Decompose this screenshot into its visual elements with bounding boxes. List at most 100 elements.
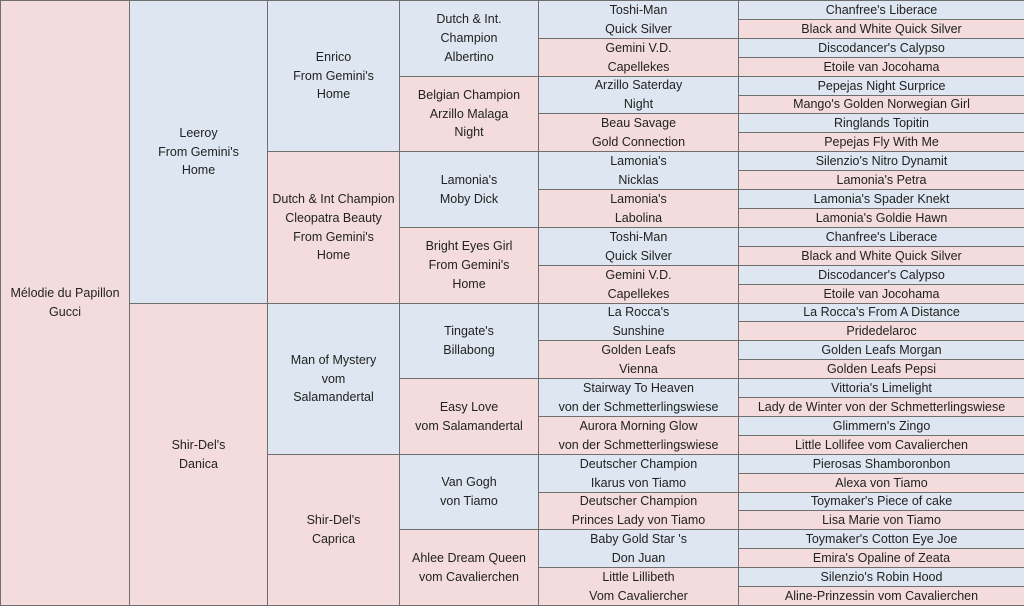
ancestor-gen3-5-line: Tingate's bbox=[444, 324, 494, 339]
ancestor-gen5-17-line: La Rocca's From A Distance bbox=[803, 305, 960, 320]
ancestor-gen3-4-line: From Gemini's bbox=[428, 258, 510, 273]
ancestor-gen1-1-line: Home bbox=[181, 163, 216, 178]
ancestor-gen2-3: Man of Mystery vom Salamandertal bbox=[267, 303, 400, 455]
ancestor-gen3-6: Easy Love vom Salamandertal bbox=[399, 378, 539, 455]
ancestor-gen4-6-line: Labolina bbox=[614, 210, 663, 225]
ancestor-gen1-1-line: Leeroy bbox=[179, 125, 218, 140]
ancestor-gen2-4-line: Shir-Del's bbox=[306, 513, 361, 528]
ancestor-gen4-11-line: Stairway To Heaven bbox=[583, 380, 694, 395]
ancestor-gen5-13: Chanfree's Liberace bbox=[738, 227, 1024, 247]
ancestor-gen3-8: Ahlee Dream Queen vom Cavalierchen bbox=[399, 529, 539, 606]
ancestor-gen3-8-line: Ahlee Dream Queen bbox=[412, 550, 526, 565]
ancestor-gen4-4-line: Gold Connection bbox=[591, 134, 686, 149]
ancestor-gen5-6-line: Mango's Golden Norwegian Girl bbox=[793, 97, 970, 112]
ancestor-gen2-1: Enrico From Gemini's Home bbox=[267, 0, 400, 152]
ancestor-gen5-30: Emira's Opaline of Zeata bbox=[738, 548, 1024, 568]
ancestor-gen5-19-line: Golden Leafs Morgan bbox=[821, 342, 942, 357]
ancestor-gen2-2-line: Cleopatra Beauty bbox=[285, 210, 382, 225]
ancestor-gen4-2-line: Capellekes bbox=[607, 59, 670, 74]
ancestor-gen5-20-line: Golden Leafs Pepsi bbox=[826, 361, 937, 376]
subject-cell: Mélodie du Papillon Gucci bbox=[0, 0, 130, 606]
ancestor-gen5-15: Discodancer's Calypso bbox=[738, 265, 1024, 285]
ancestor-gen5-1-line: Chanfree's Liberace bbox=[825, 2, 938, 17]
ancestor-gen5-27: Toymaker's Piece of cake bbox=[738, 492, 1024, 511]
ancestor-gen3-7-line: von Tiamo bbox=[440, 494, 498, 508]
ancestor-gen3-3: Lamonia's Moby Dick bbox=[399, 151, 539, 228]
ancestor-gen3-7-line: Van Gogh bbox=[441, 475, 497, 490]
ancestor-gen3-5-line: Billabong bbox=[443, 343, 495, 357]
ancestor-gen5-24: Little Lollifee vom Cavalierchen bbox=[738, 435, 1024, 455]
ancestor-gen4-2: Gemini V.D. Capellekes bbox=[538, 38, 739, 77]
ancestor-gen4-3-line: Night bbox=[623, 97, 654, 111]
ancestor-gen1-1-line: From Gemini's bbox=[158, 144, 239, 159]
subject-cell-line: Gucci bbox=[49, 305, 81, 319]
ancestor-gen4-9-line: Sunshine bbox=[612, 324, 665, 338]
ancestor-gen3-6-line: Easy Love bbox=[439, 399, 499, 414]
ancestor-gen5-9-line: Silenzio's Nitro Dynamit bbox=[815, 153, 948, 168]
ancestor-gen5-19: Golden Leafs Morgan bbox=[738, 340, 1024, 360]
ancestor-gen4-8-line: Gemini V.D. bbox=[605, 267, 672, 282]
ancestor-gen5-24-line: Little Lollifee vom Cavalierchen bbox=[794, 437, 968, 452]
subject-cell-line: Mélodie du Papillon bbox=[10, 286, 120, 301]
ancestor-gen5-26-line: Alexa von Tiamo bbox=[835, 475, 928, 490]
ancestor-gen5-10-line: Lamonia's Petra bbox=[836, 172, 927, 187]
ancestor-gen5-14: Black and White Quick Silver bbox=[738, 246, 1024, 266]
ancestor-gen4-3: Arzillo Saterday Night bbox=[538, 76, 739, 114]
ancestor-gen5-5: Pepejas Night Surprice bbox=[738, 76, 1024, 96]
ancestor-gen4-14: Deutscher Champion Princes Lady von Tiamo bbox=[538, 492, 739, 530]
ancestor-gen5-21: Vittoria's Limelight bbox=[738, 378, 1024, 398]
ancestor-gen4-10: Golden Leafs Vienna bbox=[538, 340, 739, 379]
ancestor-gen5-20: Golden Leafs Pepsi bbox=[738, 359, 1024, 379]
ancestor-gen5-28: Lisa Marie von Tiamo bbox=[738, 510, 1024, 530]
ancestor-gen3-4-line: Bright Eyes Girl bbox=[425, 239, 513, 254]
ancestor-gen4-10-line: Vienna bbox=[619, 361, 658, 376]
ancestor-gen5-21-line: Vittoria's Limelight bbox=[831, 380, 932, 395]
ancestor-gen5-32: Aline-Prinzessin vom Cavalierchen bbox=[738, 586, 1024, 606]
ancestor-gen4-3-line: Arzillo Saterday bbox=[594, 78, 683, 93]
ancestor-gen4-11: Stairway To Heaven von der Schmetterlings… bbox=[538, 378, 739, 417]
ancestor-gen4-13-line: Deutscher Champion bbox=[579, 456, 698, 471]
ancestor-gen4-14-line: Princes Lady von Tiamo bbox=[571, 513, 706, 527]
ancestor-gen3-1: Dutch & Int. Champion Albertino bbox=[399, 0, 539, 77]
ancestor-gen2-4: Shir-Del's Caprica bbox=[267, 454, 400, 606]
ancestor-gen5-7: Ringlands Topitin bbox=[738, 113, 1024, 133]
ancestor-gen5-31: Silenzio's Robin Hood bbox=[738, 567, 1024, 587]
ancestor-gen4-14-line: Deutscher Champion bbox=[579, 494, 698, 509]
ancestor-gen4-15: Baby Gold Star 's Don Juan bbox=[538, 529, 739, 568]
ancestor-gen2-3-line: Man of Mystery bbox=[290, 352, 377, 367]
ancestor-gen4-12-line: von der Schmetterlingswiese bbox=[558, 437, 719, 452]
ancestor-gen5-11: Lamonia's Spader Knekt bbox=[738, 189, 1024, 209]
ancestor-gen4-10-line: Golden Leafs bbox=[601, 342, 676, 357]
ancestor-gen3-2-line: Belgian Champion bbox=[417, 87, 521, 102]
ancestor-gen2-3-line: Salamandertal bbox=[293, 390, 374, 405]
ancestor-gen4-7: Toshi-Man Quick Silver bbox=[538, 227, 739, 266]
ancestor-gen4-6-line: Lamonia's bbox=[610, 191, 667, 206]
ancestor-gen4-8-line: Capellekes bbox=[607, 286, 670, 301]
ancestor-gen5-23: Glimmern's Zingo bbox=[738, 416, 1024, 436]
ancestor-gen4-16-line: Little Lillibeth bbox=[602, 569, 675, 584]
ancestor-gen5-30-line: Emira's Opaline of Zeata bbox=[812, 550, 951, 565]
ancestor-gen4-12-line: Aurora Morning Glow bbox=[579, 418, 698, 433]
ancestor-gen5-14-line: Black and White Quick Silver bbox=[801, 248, 962, 263]
ancestor-gen5-17: La Rocca's From A Distance bbox=[738, 303, 1024, 322]
ancestor-gen5-15-line: Discodancer's Calypso bbox=[818, 267, 945, 282]
ancestor-gen4-7-line: Quick Silver bbox=[605, 248, 672, 263]
ancestor-gen3-8-line: vom Cavalierchen bbox=[418, 569, 520, 584]
ancestor-gen5-29-line: Toymaker's Cotton Eye Joe bbox=[805, 531, 958, 546]
ancestor-gen4-16-line: Vom Cavaliercher bbox=[589, 588, 688, 603]
ancestor-gen4-2-line: Gemini V.D. bbox=[605, 40, 672, 55]
ancestor-gen2-2-line: Dutch & Int Champion bbox=[272, 191, 395, 206]
ancestor-gen1-2: Shir-Del's Danica bbox=[129, 303, 268, 606]
ancestor-gen5-16-line: Etoile van Jocohama bbox=[823, 286, 940, 301]
ancestor-gen4-9-line: La Rocca's bbox=[607, 305, 670, 320]
ancestor-gen3-1-line: Albertino bbox=[444, 49, 494, 64]
ancestor-gen5-22-line: Lady de Winter von der Schmetterlingswie… bbox=[757, 399, 1006, 414]
ancestor-gen4-4-line: Beau Savage bbox=[600, 115, 677, 130]
ancestor-gen4-1: Toshi-Man Quick Silver bbox=[538, 0, 739, 39]
ancestor-gen5-7-line: Ringlands Topitin bbox=[834, 115, 929, 130]
ancestor-gen2-3-line: vom bbox=[321, 371, 346, 386]
ancestor-gen5-6: Mango's Golden Norwegian Girl bbox=[738, 95, 1024, 114]
ancestor-gen5-26: Alexa von Tiamo bbox=[738, 473, 1024, 493]
ancestor-gen5-25: Pierosas Shamboronbon bbox=[738, 454, 1024, 474]
ancestor-gen4-11-line: von der Schmetterlingswiese bbox=[558, 399, 719, 414]
